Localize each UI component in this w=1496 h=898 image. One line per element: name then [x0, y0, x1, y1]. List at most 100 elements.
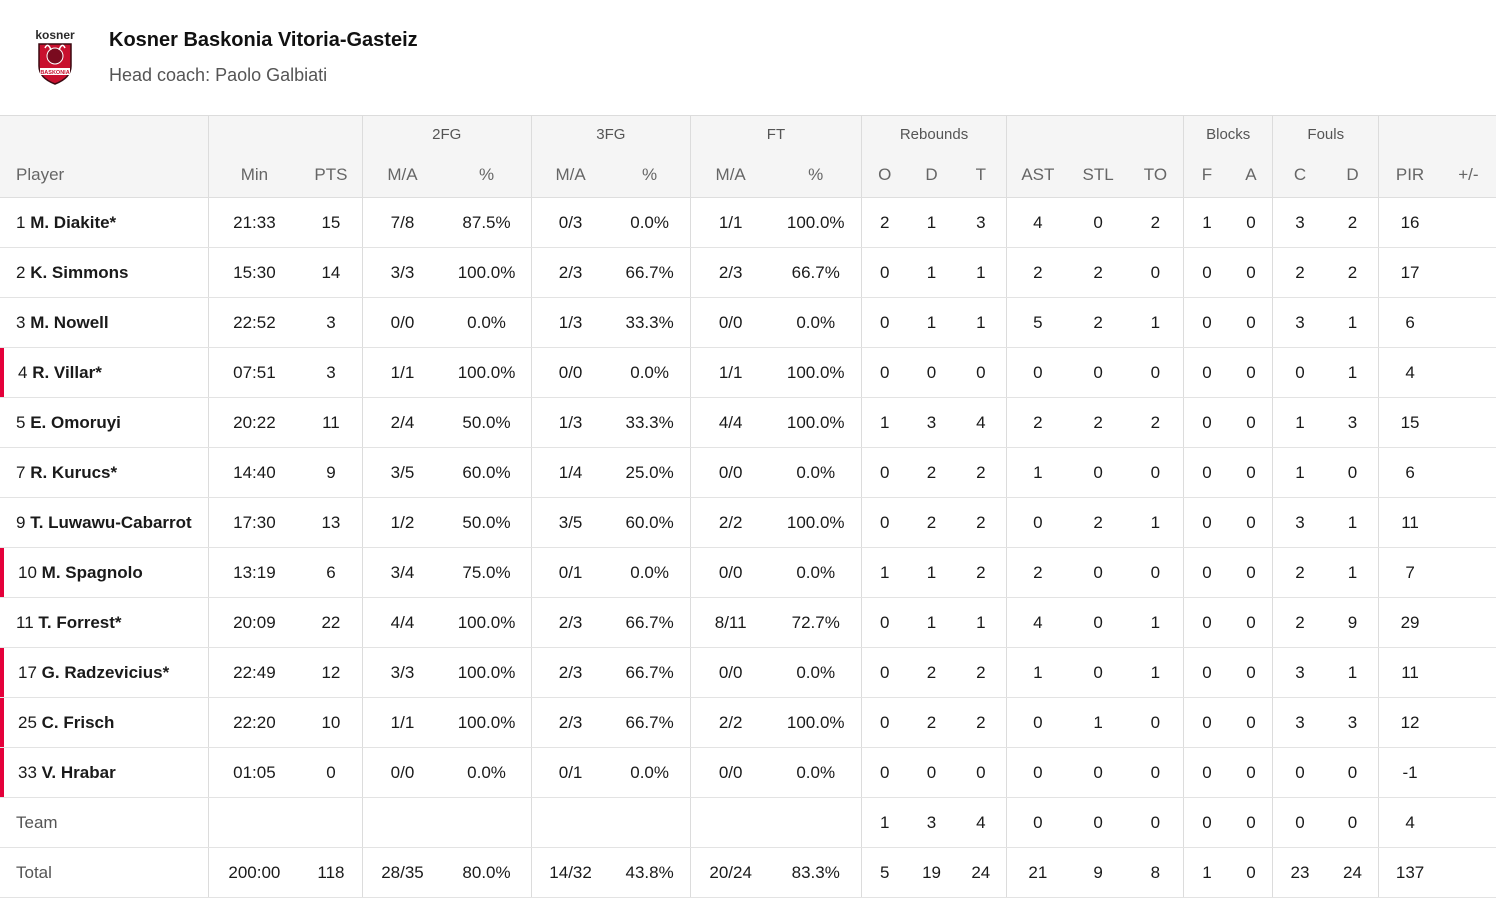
- stat-fg3-pct: 0.0%: [609, 347, 691, 398]
- stat-fg3-pct: 66.7%: [609, 247, 691, 298]
- stat-to: 0: [1127, 547, 1184, 598]
- col-reb-t[interactable]: T: [955, 153, 1007, 198]
- stat-pm: [1440, 247, 1496, 298]
- stat-stl: 0: [1068, 597, 1128, 648]
- col-foul-d[interactable]: D: [1326, 153, 1379, 198]
- stat-fg2-pct: 87.5%: [442, 197, 532, 248]
- stat-ft-pct: 83.3%: [770, 847, 862, 898]
- col-plus-minus[interactable]: +/-: [1440, 153, 1496, 198]
- player-cell[interactable]: 7 R. Kurucs*: [0, 447, 209, 498]
- col-stl[interactable]: STL: [1068, 153, 1128, 198]
- player-cell[interactable]: 1 M. Diakite*: [0, 197, 209, 248]
- col-pir[interactable]: PIR: [1378, 153, 1441, 198]
- player-cell[interactable]: 2 K. Simmons: [0, 247, 209, 298]
- player-row[interactable]: 4 R. Villar* 07:51 3 1/1 100.0% 0/0 0.0% 1/1 100…: [0, 347, 1496, 398]
- stat-foul-c: 3: [1272, 197, 1327, 248]
- player-name-link[interactable]: E. Omoruyi: [30, 412, 121, 432]
- player-cell[interactable]: 33 V. Hrabar: [0, 747, 209, 798]
- player-row[interactable]: 3 M. Nowell 22:52 3 0/0 0.0% 1/3 33.3% 0/0 0.0% 0…: [0, 297, 1496, 348]
- col-to[interactable]: TO: [1127, 153, 1184, 198]
- stat-blk-f: 0: [1183, 347, 1230, 398]
- col-3fg-pct[interactable]: %: [609, 153, 691, 198]
- stat-pts: 0: [300, 747, 363, 798]
- stat-reb-t: 0: [955, 747, 1007, 798]
- col-min[interactable]: Min: [207, 153, 301, 198]
- stat-pm: [1440, 297, 1496, 348]
- player-name-link[interactable]: T. Luwawu-Cabarrot: [30, 512, 192, 532]
- player-row[interactable]: 17 G. Radzevicius* 22:49 12 3/3 100.0% 2/3 66.…: [0, 647, 1496, 698]
- player-name-link[interactable]: M. Diakite*: [30, 212, 117, 232]
- player-name-link[interactable]: T. Forrest*: [38, 612, 122, 632]
- head-coach: Head coach: Paolo Galbiati: [109, 65, 328, 85]
- stat-fg3-ma: 1/3: [530, 397, 610, 448]
- player-cell[interactable]: 17 G. Radzevicius*: [0, 647, 209, 698]
- player-row[interactable]: 33 V. Hrabar 01:05 0 0/0 0.0% 0/1 0.0% 0/0 0.0% 0…: [0, 747, 1496, 798]
- stat-to: 0: [1127, 697, 1184, 748]
- stat-fg2-ma: 3/3: [361, 247, 443, 298]
- stat-min: 21:33: [207, 197, 301, 248]
- player-cell[interactable]: 5 E. Omoruyi: [0, 397, 209, 448]
- col-ast[interactable]: AST: [1006, 153, 1069, 198]
- player-cell[interactable]: 9 T. Luwawu-Cabarrot: [0, 497, 209, 548]
- stat-fg2-pct: 100.0%: [442, 647, 532, 698]
- stat-fg3-ma: 2/3: [530, 597, 610, 648]
- player-cell[interactable]: 11 T. Forrest*: [0, 597, 209, 648]
- player-row[interactable]: 5 E. Omoruyi 20:22 11 2/4 50.0% 1/3 33.3% 4/4 10…: [0, 397, 1496, 448]
- stat-fg2-ma: 3/4: [361, 547, 443, 598]
- player-number: 17: [18, 662, 37, 682]
- stat-fg2-pct: 75.0%: [442, 547, 532, 598]
- player-name-link[interactable]: C. Frisch: [41, 712, 115, 732]
- player-name-link[interactable]: R. Kurucs*: [30, 462, 118, 482]
- player-row[interactable]: 1 M. Diakite* 21:33 15 7/8 87.5% 0/3 0.0% 1/1 10…: [0, 197, 1496, 248]
- stat-foul-d: 1: [1326, 497, 1379, 548]
- col-2fg-ma[interactable]: M/A: [361, 153, 443, 198]
- stat-fg3-pct: 0.0%: [609, 747, 691, 798]
- stat-fg3-pct: 43.8%: [609, 847, 691, 898]
- player-row[interactable]: 11 T. Forrest* 20:09 22 4/4 100.0% 2/3 66.7% 8/…: [0, 597, 1496, 648]
- group-blank: [1378, 116, 1496, 153]
- player-name-link[interactable]: V. Hrabar: [41, 762, 116, 782]
- player-row[interactable]: 9 T. Luwawu-Cabarrot 17:30 13 1/2 50.0% 3/5 60…: [0, 497, 1496, 548]
- group-fouls: Fouls: [1272, 116, 1379, 153]
- stat-ast: 0: [1006, 497, 1069, 548]
- col-player[interactable]: Player: [0, 153, 209, 198]
- col-2fg-pct[interactable]: %: [442, 153, 532, 198]
- stat-reb-o: 5: [860, 847, 908, 898]
- stat-pts: 118: [300, 847, 363, 898]
- player-row[interactable]: 7 R. Kurucs* 14:40 9 3/5 60.0% 1/4 25.0% 0/0 0.0…: [0, 447, 1496, 498]
- team-row: Team 1 3 4 0 0 0 0 0 0 0 4: [0, 797, 1496, 848]
- col-foul-c[interactable]: C: [1272, 153, 1327, 198]
- player-row[interactable]: 25 C. Frisch 22:20 10 1/1 100.0% 2/3 66.7% 2/2 1…: [0, 697, 1496, 748]
- stat-reb-o: 1: [860, 547, 908, 598]
- player-cell[interactable]: 4 R. Villar*: [0, 347, 209, 398]
- stat-ft-ma: 2/2: [689, 497, 771, 548]
- stat-pm: [1440, 847, 1496, 898]
- player-row[interactable]: 2 K. Simmons 15:30 14 3/3 100.0% 2/3 66.7% 2/3 6…: [0, 247, 1496, 298]
- col-reb-d[interactable]: D: [907, 153, 956, 198]
- col-3fg-ma[interactable]: M/A: [530, 153, 610, 198]
- col-blk-f[interactable]: F: [1183, 153, 1230, 198]
- player-row[interactable]: 10 M. Spagnolo 13:19 6 3/4 75.0% 0/1 0.0% 0/0 0.…: [0, 547, 1496, 598]
- col-pts[interactable]: PTS: [300, 153, 363, 198]
- player-cell[interactable]: 3 M. Nowell: [0, 297, 209, 348]
- player-name-link[interactable]: M. Spagnolo: [41, 562, 143, 582]
- stat-pm: [1440, 547, 1496, 598]
- stat-foul-d: 0: [1326, 447, 1379, 498]
- player-name-link[interactable]: M. Nowell: [30, 312, 109, 332]
- col-ft-pct[interactable]: %: [770, 153, 862, 198]
- col-reb-o[interactable]: O: [860, 153, 908, 198]
- stat-fg2-pct: 0.0%: [442, 747, 532, 798]
- stat-reb-o: 0: [860, 597, 908, 648]
- player-name-link[interactable]: R. Villar*: [32, 362, 102, 382]
- group-blank: [1006, 116, 1184, 153]
- stat-min: 13:19: [207, 547, 301, 598]
- player-cell[interactable]: 10 M. Spagnolo: [0, 547, 209, 598]
- col-ft-ma[interactable]: M/A: [689, 153, 771, 198]
- player-name-link[interactable]: K. Simmons: [30, 262, 129, 282]
- player-name-link[interactable]: G. Radzevicius*: [41, 662, 170, 682]
- col-blk-a[interactable]: A: [1229, 153, 1273, 198]
- player-cell[interactable]: 25 C. Frisch: [0, 697, 209, 748]
- stat-foul-c: 2: [1272, 547, 1327, 598]
- stat-to: 1: [1127, 597, 1184, 648]
- stat-blk-a: 0: [1229, 747, 1273, 798]
